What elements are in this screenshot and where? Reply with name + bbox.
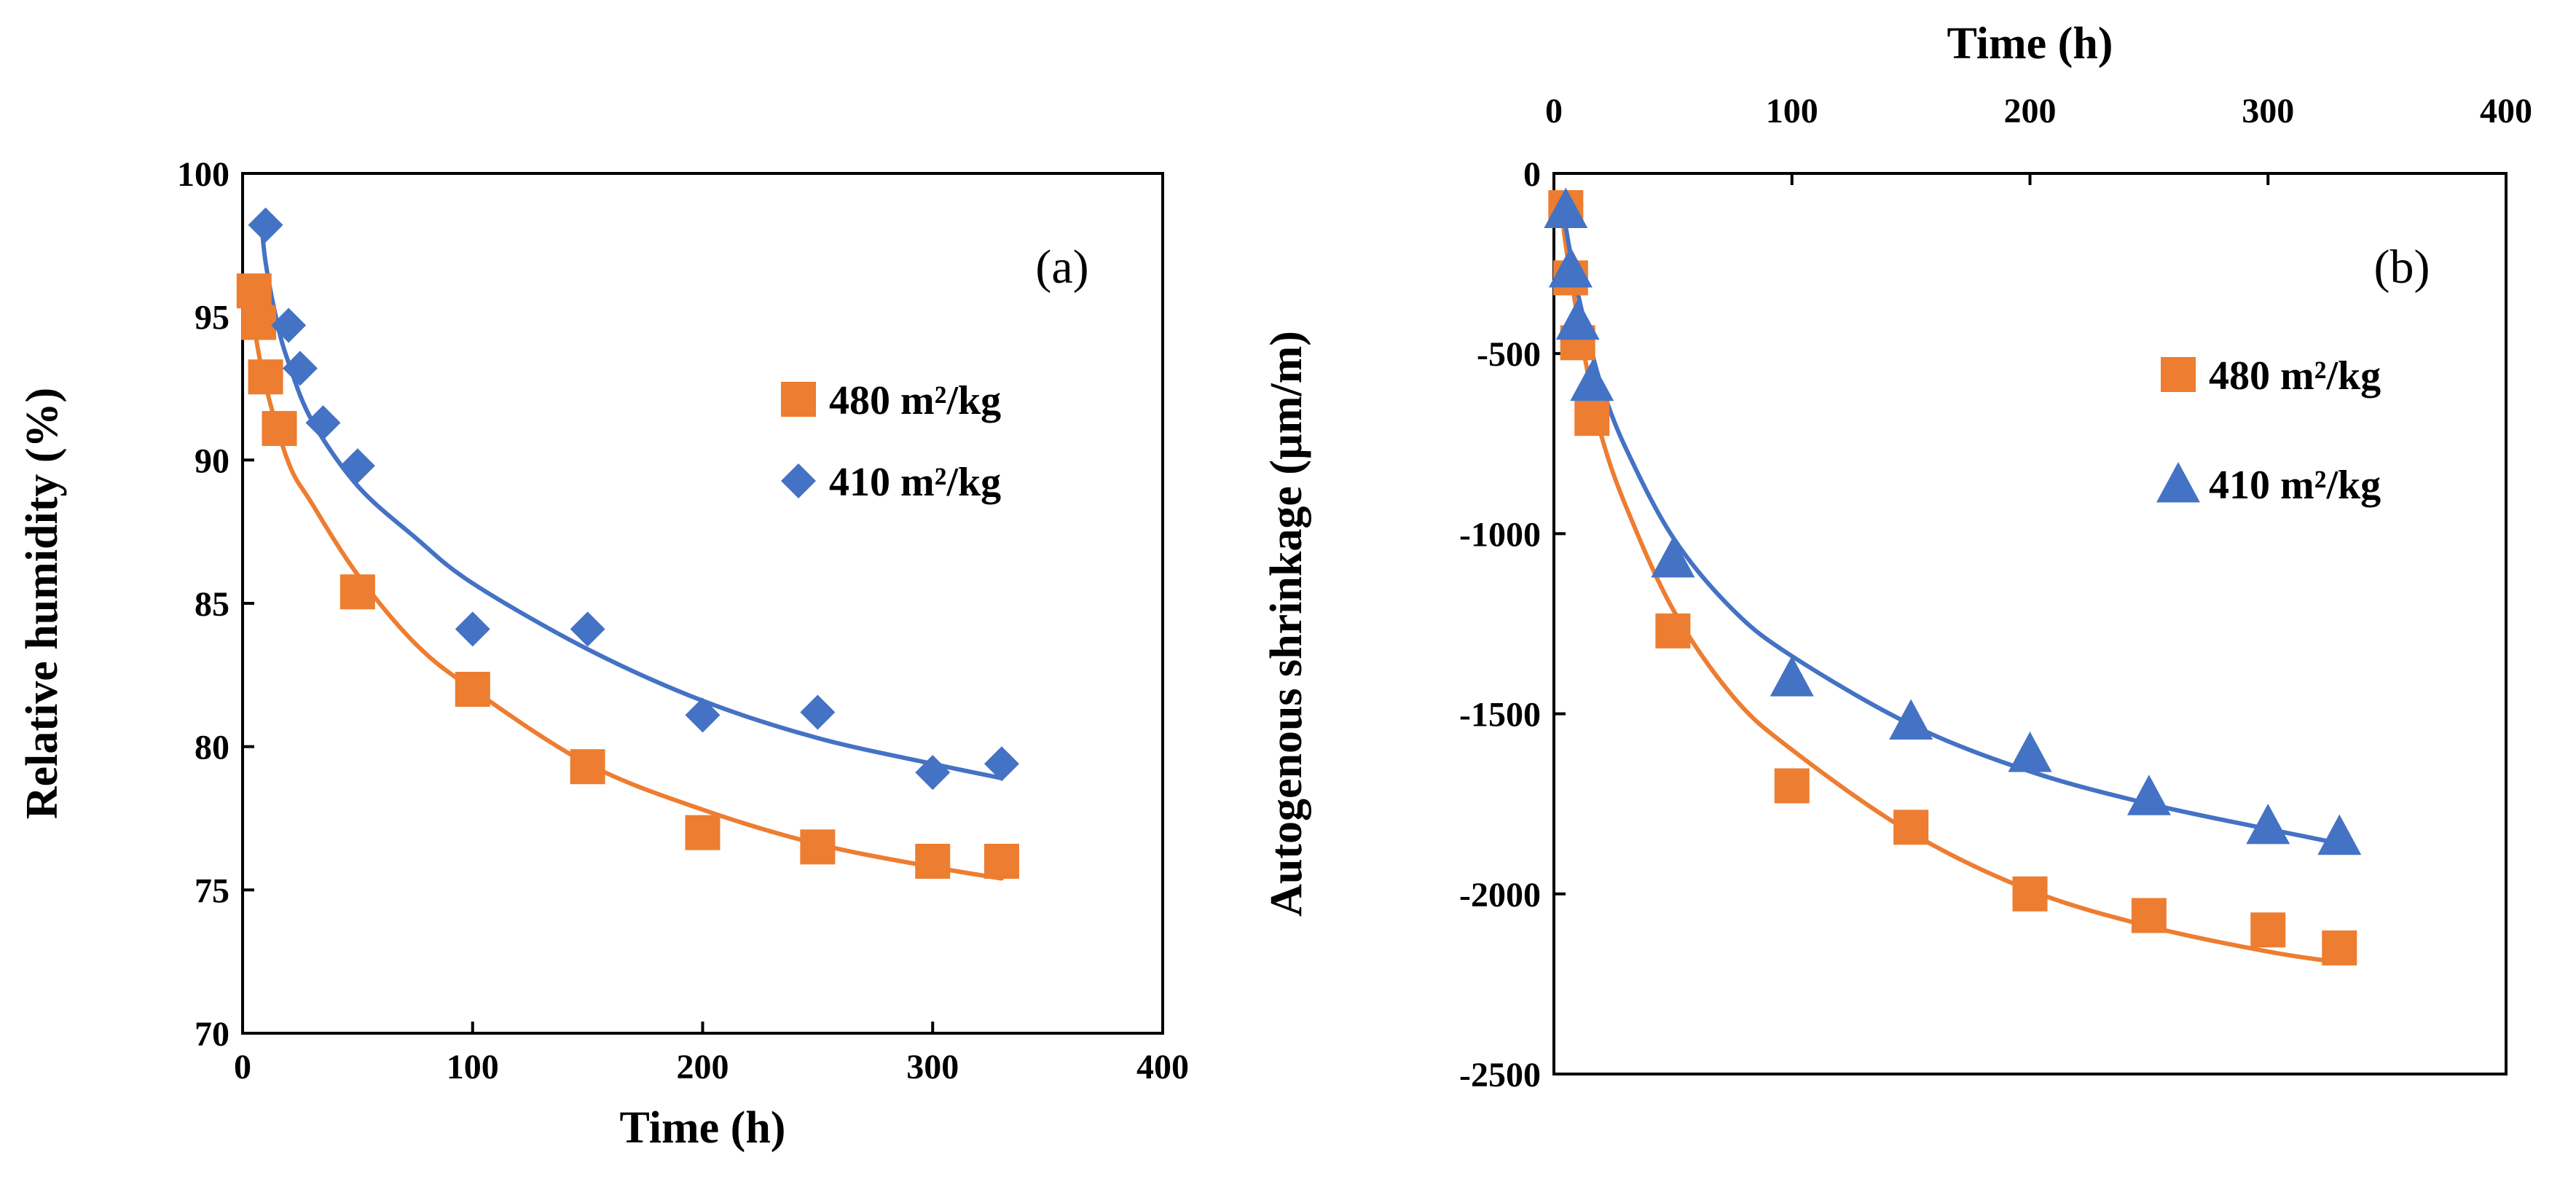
data-point-series-1 <box>1770 656 1814 697</box>
fit-line-series-0 <box>1558 200 2342 965</box>
data-point-series-0 <box>983 844 1019 879</box>
data-point-series-0 <box>570 749 605 785</box>
data-point-series-0 <box>800 829 836 865</box>
y-tick-label: -1500 <box>1459 696 1541 734</box>
data-point-series-1 <box>455 611 490 647</box>
legend-marker-1 <box>781 463 816 498</box>
y-tick-label: -1000 <box>1459 515 1541 554</box>
x-tick-label: 400 <box>1136 1048 1189 1086</box>
data-point-series-1 <box>1548 247 1593 288</box>
x-tick-label: 200 <box>677 1048 729 1086</box>
data-point-series-1 <box>339 448 375 484</box>
chart-a: 0 100 200 300 400 70 75 80 85 90 95 100 Time (h) Rela… <box>17 155 1189 1153</box>
y-tick-label: 85 <box>195 585 229 624</box>
data-point-series-0 <box>262 411 297 447</box>
y-tick-label: -2000 <box>1459 876 1541 914</box>
data-point-series-1 <box>983 746 1019 782</box>
data-point-series-0 <box>1774 768 1810 804</box>
legend-label-0: 480 m²/kg <box>2209 353 2381 399</box>
data-point-series-1 <box>2246 803 2290 845</box>
data-point-series-1 <box>282 350 318 386</box>
data-point-series-0 <box>2322 930 2357 965</box>
data-point-series-1 <box>271 307 307 343</box>
x-tick-label: 0 <box>1545 92 1563 130</box>
data-point-series-1 <box>305 405 341 441</box>
data-point-series-0 <box>339 574 375 610</box>
x-tick-label: 300 <box>2242 92 2294 130</box>
x-tick-label: 200 <box>2004 92 2057 130</box>
fit-line-series-1 <box>1558 192 2342 846</box>
x-axis-label: Time (h) <box>620 1103 786 1153</box>
panel-label: (a) <box>1035 240 1088 294</box>
data-point-series-1 <box>685 697 720 733</box>
y-tick-label: 95 <box>195 299 229 337</box>
y-tick-label: 75 <box>195 871 229 910</box>
data-point-series-1 <box>915 755 951 791</box>
data-point-series-1 <box>1544 187 1588 228</box>
legend-marker-0 <box>2161 357 2196 392</box>
y-axis-label: Relative humidity (%) <box>17 388 67 819</box>
y-axis-label: Autogenous shrinkage (µm/m) <box>1262 331 1311 917</box>
data-point-series-0 <box>2012 876 2048 912</box>
x-tick-label: 100 <box>447 1048 499 1086</box>
data-point-series-1 <box>1570 360 1614 401</box>
y-tick-label: 80 <box>195 729 229 767</box>
data-point-series-0 <box>1893 810 1929 845</box>
data-point-series-0 <box>2131 898 2167 933</box>
data-point-series-1 <box>2008 731 2052 772</box>
data-point-series-0 <box>241 305 277 340</box>
data-point-series-1 <box>800 694 836 730</box>
data-point-series-1 <box>1555 299 1600 340</box>
data-point-series-0 <box>1655 613 1691 648</box>
legend-label-0: 480 m²/kg <box>829 378 1001 423</box>
data-point-series-1 <box>2317 814 2362 855</box>
x-tick-label: 0 <box>234 1048 251 1086</box>
chart-b: 0 100 200 300 400 0 -500 -1000 -1500 -2000 -2500 Ti… <box>1262 19 2532 1094</box>
data-point-series-1 <box>2127 775 2171 815</box>
data-point-series-0 <box>915 844 951 879</box>
x-tick-label: 100 <box>1766 92 1818 130</box>
data-point-series-0 <box>455 672 490 707</box>
y-tick-label: -2500 <box>1459 1056 1541 1094</box>
data-point-series-1 <box>1651 537 1695 578</box>
data-point-series-1 <box>248 207 283 243</box>
x-axis-label: Time (h) <box>1947 19 2113 68</box>
y-tick-label: -500 <box>1477 335 1541 374</box>
panel-label: (b) <box>2374 240 2430 294</box>
legend-marker-0 <box>781 382 816 417</box>
y-tick-label: 70 <box>195 1015 229 1054</box>
data-point-series-1 <box>570 611 605 647</box>
y-tick-label: 0 <box>1523 155 1541 194</box>
legend-marker-1 <box>2156 462 2200 503</box>
legend-label-1: 410 m²/kg <box>2209 463 2381 508</box>
data-point-series-0 <box>2250 912 2286 948</box>
data-point-series-1 <box>1889 699 1933 740</box>
data-point-series-0 <box>248 359 283 395</box>
fit-line-series-1 <box>259 214 1004 780</box>
x-tick-label: 300 <box>906 1048 959 1086</box>
legend-label-1: 410 m²/kg <box>829 460 1001 505</box>
x-tick-label: 400 <box>2480 92 2532 130</box>
y-tick-label: 90 <box>195 442 229 480</box>
y-tick-label: 100 <box>177 155 229 194</box>
plot-frame <box>1552 172 2508 1075</box>
data-point-series-0 <box>685 815 720 850</box>
data-point-series-0 <box>1574 401 1610 436</box>
data-point-series-0 <box>236 273 272 309</box>
